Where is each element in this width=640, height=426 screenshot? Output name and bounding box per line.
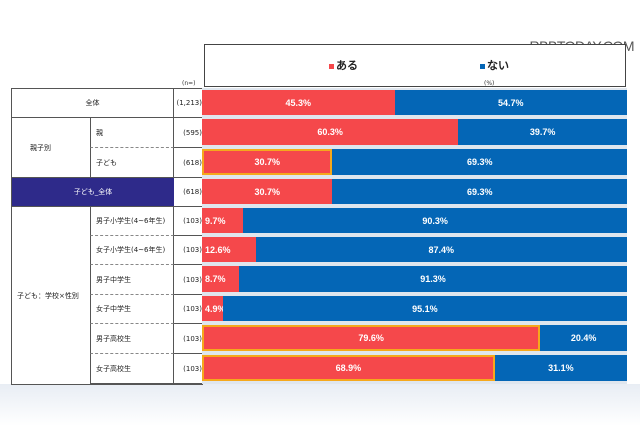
bar-nai: 90.3%	[243, 208, 627, 233]
row-label: 男子高校生	[90, 324, 174, 354]
n-value-text: (103)	[183, 246, 202, 254]
legend-label: ある	[336, 59, 358, 72]
n-value: (618)	[174, 178, 203, 207]
n-value: (103)	[174, 265, 203, 295]
n-value: (103)	[174, 207, 203, 236]
data-label: 54.7%	[497, 97, 524, 108]
n-label: (n=)	[182, 80, 196, 87]
background-gradient	[0, 384, 640, 426]
bar-aru: 9.7%	[202, 208, 244, 233]
group-label: 子ども：学校×性別	[12, 207, 90, 384]
n-value-text: (103)	[183, 364, 202, 373]
row-label-text: 男子中学生	[96, 275, 131, 284]
row-label-text: 男子高校生	[96, 334, 131, 343]
unit-label: (%)	[484, 80, 495, 87]
bar-nai: 69.3%	[332, 149, 627, 175]
legend-item-nai: ない	[480, 57, 509, 73]
n-value-text: (103)	[183, 275, 202, 284]
row-label-text: 子ども	[96, 158, 117, 167]
row-label-text: 全体	[85, 99, 100, 107]
n-value: (595)	[174, 118, 203, 148]
n-value: (618)	[174, 148, 203, 178]
row-label-text: 女子高校生	[96, 364, 131, 373]
row-label: 男子中学生	[90, 265, 174, 295]
data-label: 9.7%	[205, 215, 226, 226]
bar-nai: 95.1%	[222, 296, 627, 321]
row-label-text: 親	[96, 128, 103, 137]
legend-label: ない	[487, 59, 509, 72]
data-label: 20.4%	[570, 333, 597, 343]
bar-aru: 30.7%	[202, 149, 333, 175]
bar-nai: 87.4%	[255, 237, 627, 262]
bar-nai: 31.1%	[494, 355, 627, 381]
data-label: 69.3%	[466, 186, 493, 197]
row-label-text: 男子小学生(4~6年生)	[96, 217, 166, 225]
bar-aru: 45.3%	[202, 90, 395, 115]
row-label-text: 女子小学生(4~6年生)	[96, 246, 166, 254]
bar-aru: 8.7%	[202, 266, 239, 292]
n-value-text: (1,213)	[176, 99, 202, 107]
n-value-text: (103)	[183, 305, 202, 313]
n-value-text: (103)	[183, 334, 202, 343]
n-value: (103)	[174, 324, 203, 354]
bar-nai: 91.3%	[238, 266, 627, 292]
data-label: 30.7%	[254, 186, 280, 197]
n-value-text: (103)	[183, 217, 202, 225]
data-label: 31.1%	[548, 363, 574, 373]
n-value-text: (618)	[183, 188, 202, 196]
group-label-text: 親子別	[30, 143, 51, 152]
n-value: (103)	[174, 236, 203, 265]
n-value: (103)	[174, 295, 203, 324]
data-label: 79.6%	[358, 333, 384, 343]
data-label: 12.6%	[205, 244, 231, 255]
n-value-text: (595)	[183, 128, 202, 137]
bar-aru: 4.9%	[202, 296, 226, 321]
data-label: 39.7%	[529, 127, 556, 137]
bar-nai: 54.7%	[394, 90, 627, 115]
bar-aru: 79.6%	[202, 325, 541, 351]
bar-aru: 68.9%	[202, 355, 495, 381]
legend: ある ない	[204, 44, 626, 87]
data-label: 60.3%	[317, 127, 343, 137]
data-label: 91.3%	[420, 274, 446, 284]
bar-aru: 12.6%	[202, 237, 256, 262]
bar-aru: 30.7%	[202, 179, 333, 204]
row-label: 子ども_全体	[12, 178, 174, 207]
row-label: 全体	[12, 89, 174, 118]
row-label-text: 子ども_全体	[73, 188, 113, 196]
bar-nai: 39.7%	[458, 119, 627, 145]
n-value-text: (618)	[183, 158, 202, 167]
data-label: 45.3%	[285, 97, 312, 108]
legend-swatch	[480, 63, 485, 69]
row-label: 子ども	[90, 148, 174, 178]
data-label: 68.9%	[335, 363, 362, 373]
plot-area: 45.3% 54.7% 60.3% 39.7% 30.7% 69.3% 30.7% 69.3%…	[202, 88, 627, 384]
category-table: 全体 (1,213) 親 (595) 子ども (618) 子ども_全体 (618) 男子小学生(…	[11, 88, 203, 385]
row-label: 親	[90, 118, 174, 148]
data-label: 87.4%	[428, 244, 455, 255]
data-label: 95.1%	[412, 303, 438, 314]
row-label: 女子中学生	[90, 295, 174, 324]
data-label: 90.3%	[422, 215, 448, 226]
data-label: 30.7%	[254, 157, 280, 167]
n-value: (1,213)	[174, 89, 203, 118]
bar-aru: 60.3%	[202, 119, 459, 145]
bar-nai: 20.4%	[540, 325, 627, 351]
legend-swatch	[329, 63, 334, 69]
row-label: 男子小学生(4~6年生)	[90, 207, 174, 236]
bar-nai: 69.3%	[332, 179, 627, 204]
row-label: 女子高校生	[90, 354, 174, 384]
row-label-text: 女子中学生	[96, 305, 131, 313]
n-value: (103)	[174, 354, 203, 384]
group-label-text: 子ども：学校×性別	[17, 291, 79, 300]
data-label: 69.3%	[466, 157, 493, 167]
legend-item-aru: ある	[329, 57, 358, 73]
data-label: 8.7%	[205, 274, 226, 284]
group-label: 親子別	[12, 118, 90, 178]
row-label: 女子小学生(4~6年生)	[90, 236, 174, 265]
data-label: 4.9%	[205, 303, 226, 314]
